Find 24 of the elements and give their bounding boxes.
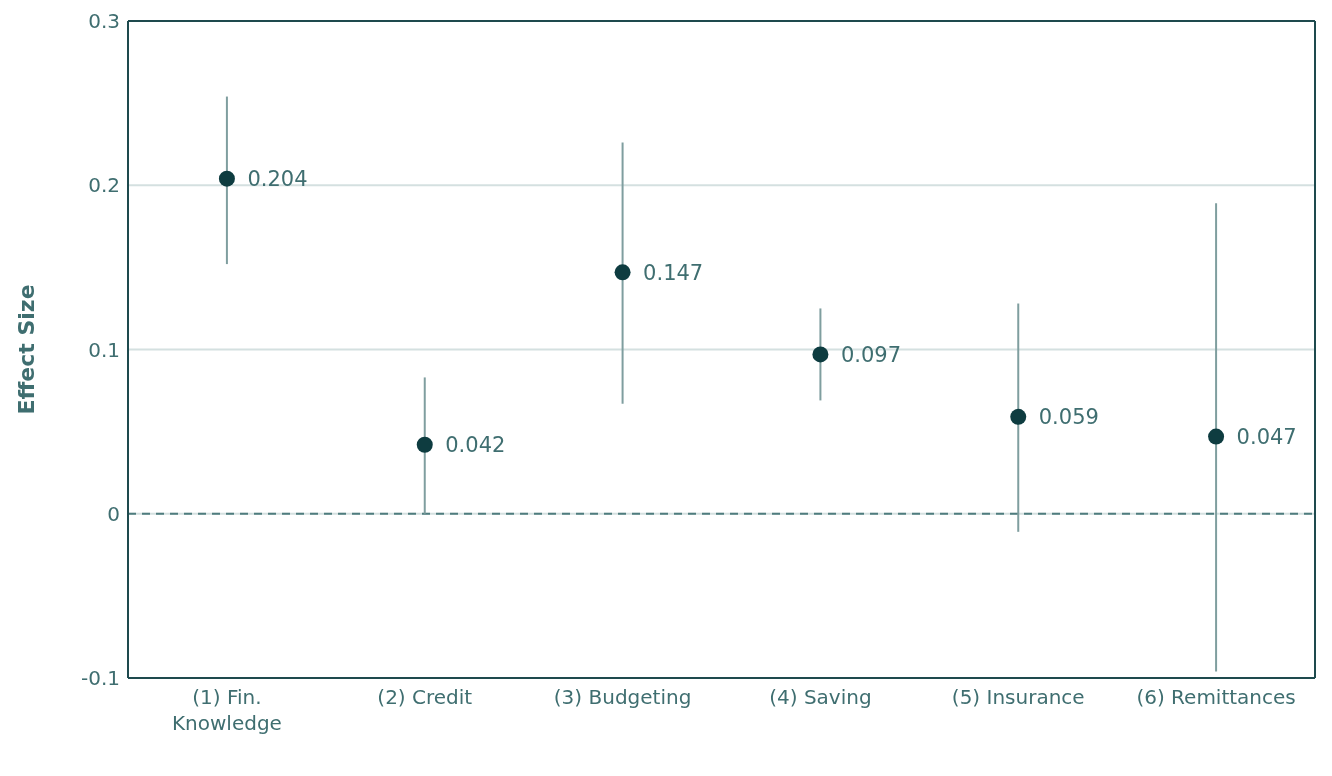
x-tick-label: (3) Budgeting <box>553 685 692 709</box>
x-tick-label: (2) Credit <box>377 685 473 709</box>
data-label: 0.097 <box>840 342 902 367</box>
y-tick-label: 0.3 <box>88 9 120 34</box>
point <box>416 436 433 453</box>
point <box>614 264 631 281</box>
x-tick-label: (4) Saving <box>769 685 872 709</box>
data-label: 0.204 <box>247 167 308 192</box>
y-tick-label: -0.1 <box>80 666 120 691</box>
y-tick-label: 0.1 <box>88 337 120 362</box>
point <box>812 346 829 363</box>
y-tick-label: 0.2 <box>88 173 120 198</box>
point <box>1208 428 1225 445</box>
data-label: 0.047 <box>1236 425 1297 450</box>
data-label: 0.147 <box>643 260 704 285</box>
x-tick-label: (1) Fin. Knowledge <box>171 685 282 735</box>
data-label: 0.042 <box>445 433 506 458</box>
point <box>1010 408 1027 425</box>
x-tick-label: (6) Remittances <box>1136 685 1296 709</box>
y-tick-label: 0 <box>107 501 120 526</box>
point <box>218 170 235 187</box>
x-tick-label: (5) Insurance <box>951 685 1085 709</box>
data-label: 0.059 <box>1038 405 1099 430</box>
y-axis-title: Effect Size <box>13 284 39 415</box>
